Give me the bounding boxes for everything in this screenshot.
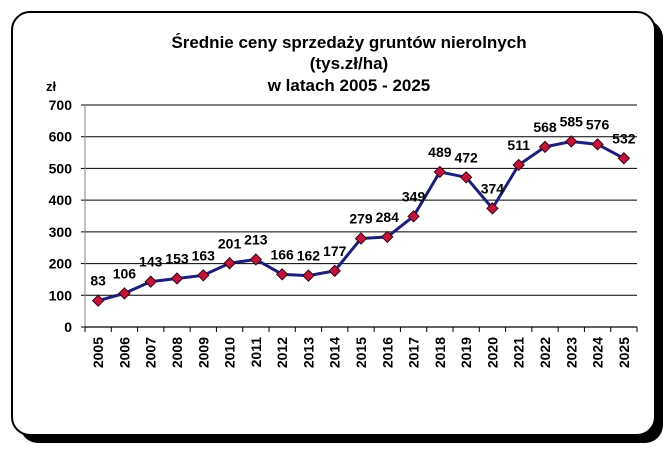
y-tick-label: 300 [49,224,73,240]
data-label: 163 [192,247,216,263]
x-tick-label: 2015 [353,337,369,368]
y-tick-label: 700 [49,97,73,113]
axes: 0 100 200 300 400 500 600 700 2005 2006 2007 2008 20… [49,97,638,368]
data-point-marker [91,294,105,307]
data-label: 489 [428,144,452,160]
x-tick-label: 2018 [432,337,448,368]
data-label: 374 [481,180,505,196]
data-point-marker [328,264,341,278]
data-point-marker [512,158,525,172]
data-point-marker [617,152,631,165]
x-tick-label: 2006 [116,337,132,368]
data-label: 153 [165,250,189,266]
series-markers [91,135,631,307]
x-tick-label: 2019 [458,337,474,368]
data-point-marker [486,202,499,215]
y-tick-label: 500 [49,160,73,176]
x-tick-label: 2020 [484,337,500,368]
data-label: 143 [139,254,163,270]
x-tick-label: 2017 [406,337,422,368]
x-tick-label: 2008 [169,337,185,368]
x-tick-label: 2013 [300,337,316,368]
data-point-marker [433,165,447,179]
data-point-marker [197,269,210,282]
data-label: 511 [507,137,530,153]
data-label: 162 [297,248,321,264]
data-label: 532 [612,130,636,146]
y-axis-unit-label: zł [46,79,57,94]
chart-title-line-1: Średnie ceny sprzedaży gruntów nierolnyc… [171,33,526,52]
data-label: 349 [402,188,426,204]
chart-frame-border [11,11,656,436]
chart-title-line-2: (tys.zł/ha) [310,54,388,73]
x-tick-label: 2024 [590,337,606,368]
x-tick-label: 2007 [143,337,159,368]
data-point-marker [538,140,552,154]
gridlines [85,104,637,296]
data-label: 576 [586,116,610,132]
y-tick-label: 100 [49,287,73,303]
data-label: 284 [376,209,400,225]
data-label: 166 [270,246,294,262]
data-point-marker [118,287,131,300]
data-point-marker [302,269,315,282]
data-point-marker [170,272,184,285]
x-tick-label: 2011 [248,337,264,368]
data-label: 213 [244,231,268,247]
x-tick-label: 2021 [511,337,527,368]
data-point-marker [381,230,394,244]
x-tick-label: 2022 [537,337,553,368]
chart-title-line-3: w latach 2005 - 2025 [267,76,431,95]
data-point-marker [144,275,157,288]
data-label: 106 [113,265,137,281]
x-tick-label: 2023 [563,337,579,368]
data-point-marker [565,135,578,148]
x-tick-label: 2010 [222,337,238,368]
x-tick-label: 2012 [274,337,290,368]
y-tick-label: 200 [49,256,73,272]
y-tick-label: 0 [64,319,72,335]
data-point-marker [459,171,473,184]
x-tick-label: 2009 [195,337,211,368]
data-label: 83 [90,273,106,289]
x-tick-label: 2025 [616,337,632,368]
data-point-marker [275,268,289,281]
data-label: 177 [323,243,347,259]
x-tick-label: 2016 [379,337,395,368]
data-label: 279 [349,211,373,227]
x-tick-label: 2005 [90,337,106,368]
data-label: 585 [560,113,584,129]
x-tick-label: 2014 [327,337,343,368]
data-point-marker [591,138,604,151]
y-tick-label: 600 [49,129,73,145]
data-label: 201 [218,235,242,251]
data-label: 568 [533,119,557,135]
data-point-marker [407,210,420,223]
data-label: 472 [454,149,478,165]
data-point-marker [223,257,236,270]
data-point-marker [249,253,263,266]
data-point-marker [354,232,368,245]
y-tick-label: 400 [49,192,73,208]
